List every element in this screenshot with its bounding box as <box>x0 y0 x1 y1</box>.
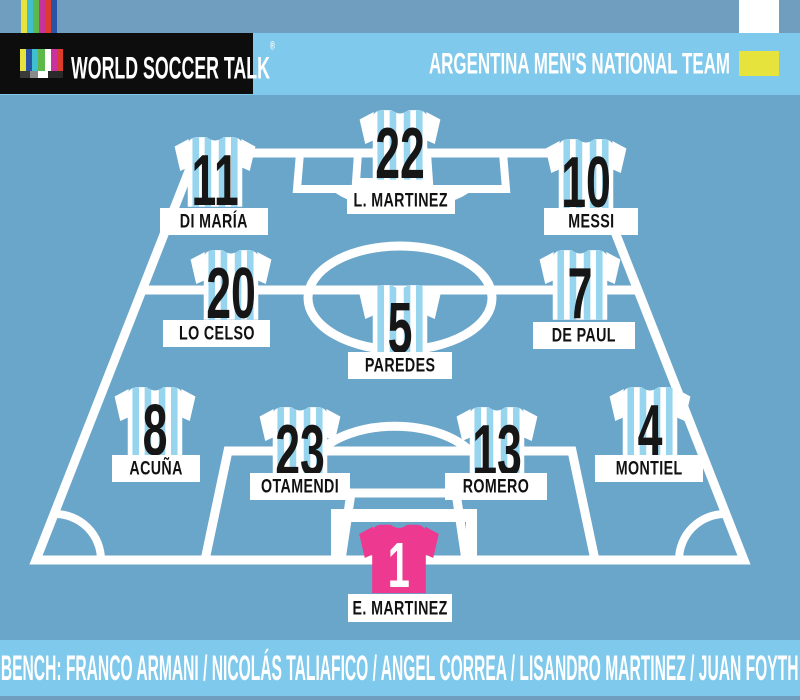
bench-bar: BENCH: FRANCO ARMANI / NICOLÁS TALIAFICO… <box>0 640 800 696</box>
jersey-number: 11 <box>191 141 239 221</box>
jersey-number: 4 <box>637 391 663 471</box>
player-name-label: ROMERO <box>445 473 547 500</box>
player-name-label: LO CELSO <box>163 320 270 347</box>
jersey-number: 22 <box>375 114 425 194</box>
player-name-label: OTAMENDI <box>250 473 350 500</box>
player-name-label: L. MARTINEZ <box>347 187 455 214</box>
player-name-label: ACUÑA <box>112 455 200 482</box>
white-accent-block <box>739 0 779 33</box>
brand-name: WORLD SOCCER TALK® <box>71 39 347 87</box>
player-name-label: E. MARTINEZ <box>348 594 452 622</box>
jersey-number: 1 <box>387 529 411 601</box>
top-goal-box <box>351 152 434 186</box>
goal-frame <box>331 509 477 562</box>
jersey-number: 8 <box>142 391 168 471</box>
brand-text: WORLD SOCCER TALK <box>71 50 270 87</box>
tv-color-bars-top-icon <box>21 0 57 33</box>
bottom-strip <box>0 696 800 700</box>
player-name-label: PAREDES <box>348 352 452 379</box>
bench-text: BENCH: FRANCO ARMANI / NICOLÁS TALIAFICO… <box>1 647 799 688</box>
top-strip <box>0 0 800 33</box>
jersey-number: 7 <box>567 254 593 334</box>
corner-arc-right <box>675 510 726 561</box>
jersey-number: 5 <box>387 289 413 369</box>
yellow-accent-block <box>739 51 779 76</box>
bottom-goal-box <box>336 488 471 561</box>
trademark-symbol: ® <box>269 39 275 53</box>
corner-arc-left <box>54 510 105 561</box>
brand-header: WORLD SOCCER TALK® <box>0 33 275 94</box>
player-name-label: DI MARÍA <box>160 208 268 235</box>
player-name-label: MESSI <box>544 208 638 235</box>
bottom-penalty-box <box>200 446 600 561</box>
player-name-label: DE PAUL <box>533 322 635 349</box>
pitch-boundary <box>29 148 751 565</box>
jersey-number: 23 <box>275 411 325 491</box>
jersey-number: 10 <box>561 143 611 223</box>
jersey-number: 13 <box>472 411 522 491</box>
tv-color-bars-icon <box>20 49 63 78</box>
bottom-penalty-arc <box>316 421 474 455</box>
jersey-number: 20 <box>206 254 256 334</box>
player-name-label: MONTIEL <box>595 455 703 482</box>
page-title: ARGENTINA MEN'S NATIONAL TEAM <box>428 46 730 80</box>
